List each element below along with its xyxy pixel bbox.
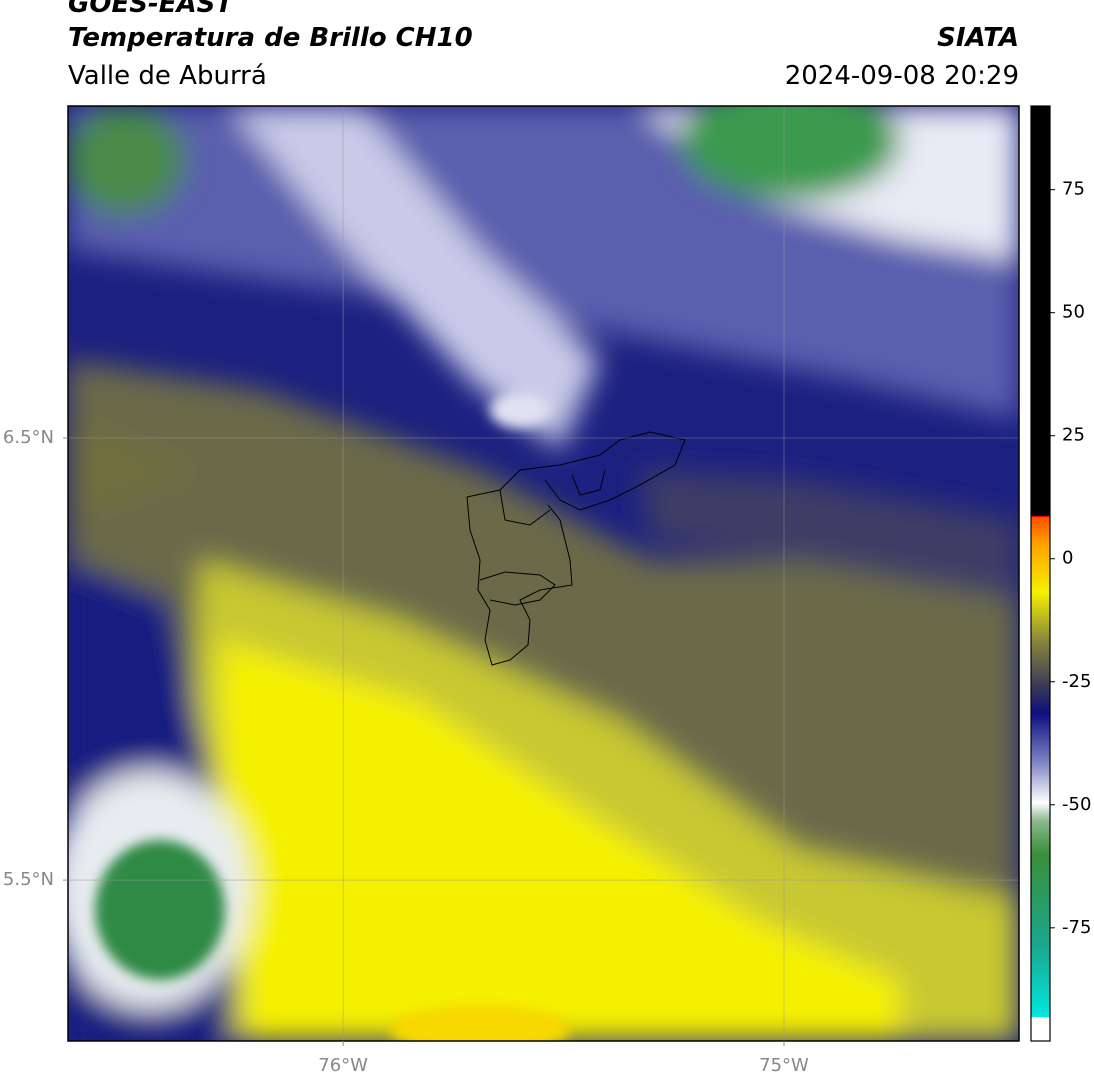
colorbar-tick-label: 75 xyxy=(1062,179,1085,200)
x-tick-label: 76°W xyxy=(318,1055,368,1076)
colorbar-tick-label: -50 xyxy=(1062,794,1091,815)
colorbar-tick-label: -75 xyxy=(1062,917,1091,938)
datetime: 2024-09-08 20:29 xyxy=(785,61,1019,91)
boundaries xyxy=(466,431,686,666)
colorbar-tick-label: 50 xyxy=(1062,302,1085,323)
title: GOES-EAST xyxy=(68,0,235,19)
colorbar-tick-label: 25 xyxy=(1062,425,1085,446)
colorbar xyxy=(1030,105,1051,1042)
y-tick-label: 5.5°N xyxy=(3,869,54,890)
colorbar-tick-label: 0 xyxy=(1062,548,1073,569)
y-tick-label: 6.5°N xyxy=(3,427,54,448)
subtitle: Temperatura de Brillo CH10 xyxy=(68,23,473,53)
map-frame xyxy=(67,105,1020,1042)
colorbar-tick-label: -25 xyxy=(1062,671,1091,692)
graticule xyxy=(68,106,1019,1041)
x-tick-label: 75°W xyxy=(759,1055,809,1076)
source: SIATA xyxy=(937,23,1019,53)
satellite-image xyxy=(68,106,1019,1041)
region: Valle de Aburrá xyxy=(68,61,267,91)
